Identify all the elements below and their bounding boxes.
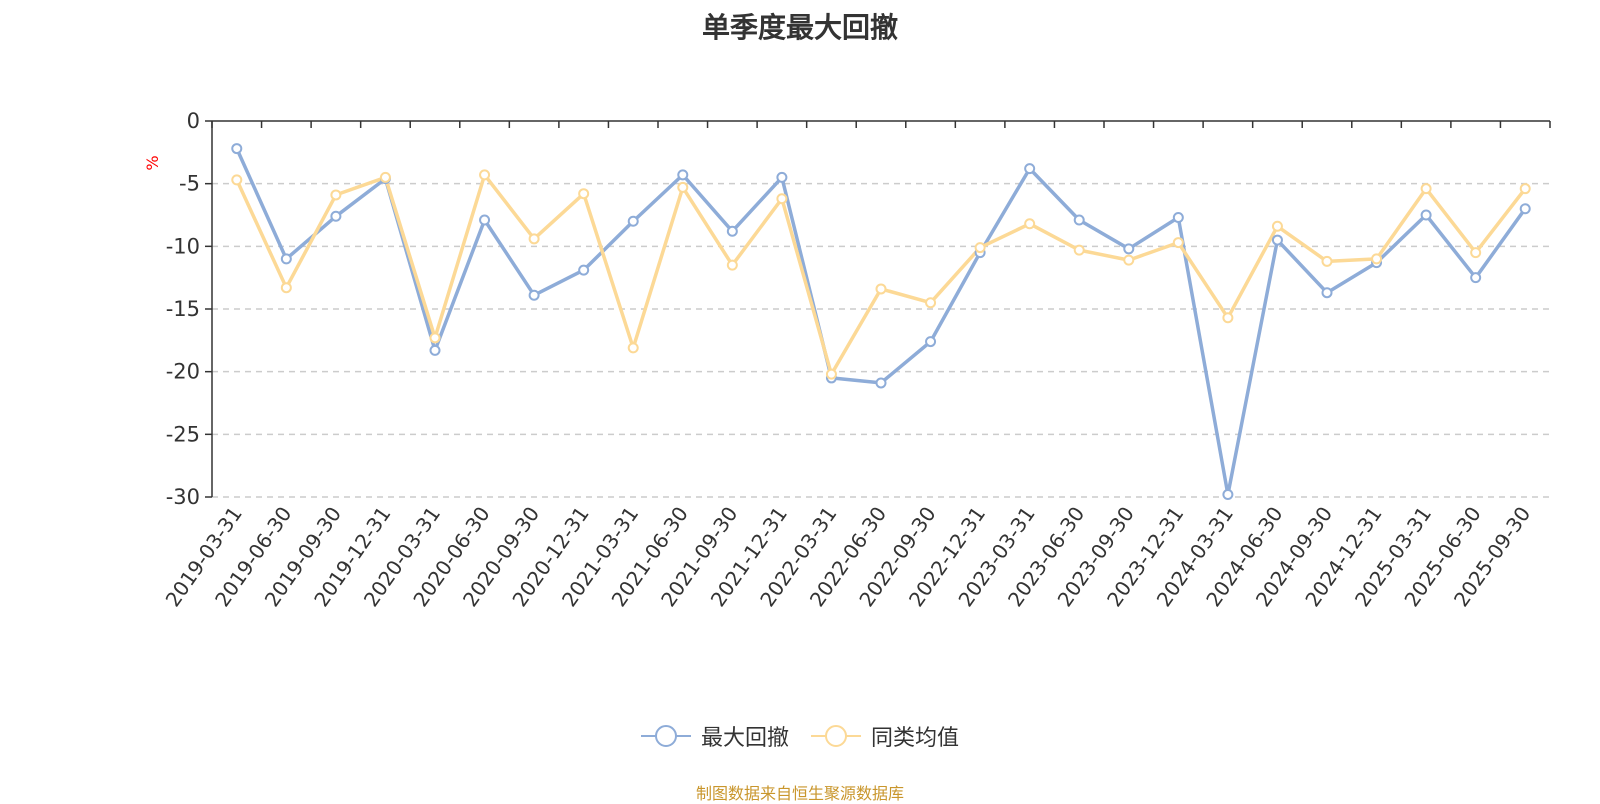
data-point[interactable] [280, 282, 292, 294]
data-point[interactable] [1172, 237, 1184, 249]
legend-marker-icon [640, 725, 691, 747]
data-point[interactable] [330, 210, 342, 222]
data-point[interactable] [677, 169, 689, 181]
data-point[interactable] [1470, 247, 1482, 259]
data-point[interactable] [627, 342, 639, 354]
data-point[interactable] [429, 344, 441, 356]
data-point[interactable] [1519, 203, 1531, 215]
data-point[interactable] [1470, 272, 1482, 284]
data-point[interactable] [726, 259, 738, 271]
data-point[interactable] [1222, 312, 1234, 324]
data-point[interactable] [280, 253, 292, 265]
data-point[interactable] [1024, 163, 1036, 175]
y-tick-label: -15 [166, 297, 200, 321]
data-point[interactable] [1271, 220, 1283, 232]
data-point[interactable] [1172, 212, 1184, 224]
chart-title: 单季度最大回撤 [701, 11, 898, 44]
data-point[interactable] [1024, 218, 1036, 230]
y-tick-label: -20 [166, 360, 200, 384]
data-point[interactable] [479, 214, 491, 226]
axes [205, 120, 1551, 498]
data-point[interactable] [1420, 209, 1432, 221]
series [231, 143, 1531, 500]
legend-label: 最大回撤 [700, 726, 789, 751]
legend-label: 同类均值 [871, 726, 960, 751]
data-point[interactable] [578, 264, 590, 276]
data-point[interactable] [875, 377, 887, 389]
data-point[interactable] [1519, 183, 1531, 195]
data-point[interactable] [330, 189, 342, 201]
legend-item-1[interactable]: 最大回撤 [640, 720, 789, 752]
x-axis-labels: 2019-03-312019-06-302019-09-302019-12-31… [161, 502, 1536, 611]
data-point[interactable] [1321, 287, 1333, 299]
y-tick-label: -30 [166, 485, 200, 509]
data-point[interactable] [726, 225, 738, 237]
data-point[interactable] [1073, 214, 1085, 226]
y-tick-label: 0 [187, 109, 200, 133]
data-point[interactable] [528, 233, 540, 245]
data-point[interactable] [528, 289, 540, 301]
legend-item-2[interactable]: 同类均值 [811, 720, 959, 752]
data-point[interactable] [379, 171, 391, 183]
y-tick-label: -5 [179, 172, 200, 196]
data-point[interactable] [1371, 253, 1383, 265]
data-point[interactable] [677, 181, 689, 193]
data-point[interactable] [776, 193, 788, 205]
data-point[interactable] [1222, 488, 1234, 500]
data-point[interactable] [578, 188, 590, 200]
data-point[interactable] [627, 215, 639, 227]
y-tick-label: -25 [166, 422, 200, 446]
data-point[interactable] [1420, 183, 1432, 195]
data-point[interactable] [974, 242, 986, 254]
data-point[interactable] [925, 336, 937, 348]
data-point[interactable] [231, 143, 243, 155]
data-point[interactable] [776, 171, 788, 183]
data-point[interactable] [1271, 234, 1283, 246]
data-point[interactable] [875, 283, 887, 295]
data-point[interactable] [1073, 244, 1085, 256]
data-point[interactable] [1321, 255, 1333, 267]
data-point[interactable] [231, 174, 243, 186]
data-point[interactable] [429, 332, 441, 344]
legend-marker-icon [811, 725, 861, 747]
series-line-2 [235, 173, 1527, 376]
data-point[interactable] [479, 169, 491, 181]
source-note: 制图数据来自恒生聚源数据库 [695, 784, 904, 803]
data-point[interactable] [825, 368, 837, 380]
data-point[interactable] [1123, 254, 1135, 266]
legend: 最大回撤 同类均值 [0, 720, 1600, 752]
y-tick-label: -10 [166, 234, 200, 258]
data-point[interactable] [925, 297, 937, 309]
data-point[interactable] [1123, 243, 1135, 255]
y-axis-labels: 0 -5 -10 -15 -20 -25 -30 [166, 109, 200, 509]
grid-lines [212, 182, 1550, 498]
y-axis-unit: % [143, 155, 162, 170]
